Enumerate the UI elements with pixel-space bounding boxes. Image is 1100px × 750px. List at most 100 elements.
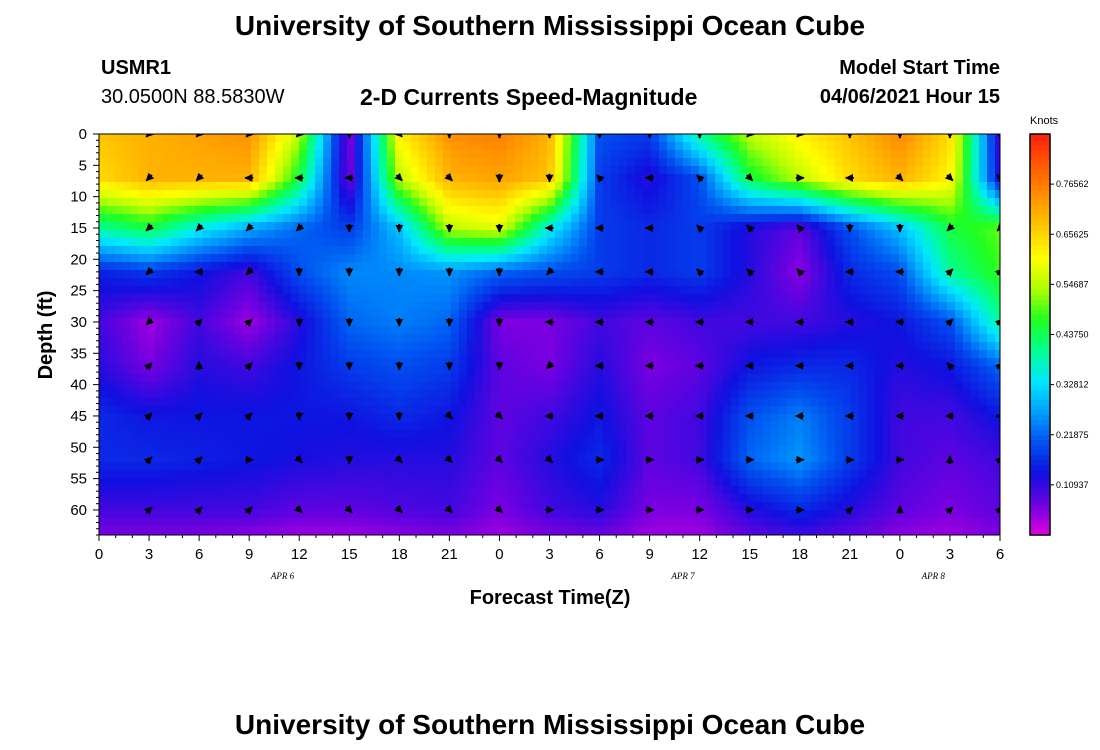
heatmap-cell — [211, 334, 220, 343]
heatmap-cell — [811, 406, 820, 415]
heatmap-cell — [123, 334, 132, 343]
heatmap-cell — [763, 246, 772, 255]
heatmap-cell — [763, 254, 772, 263]
heatmap-cell — [707, 150, 716, 159]
heatmap-cell — [219, 222, 228, 231]
heatmap-cell — [651, 246, 660, 255]
heatmap-cell — [283, 238, 292, 247]
heatmap-cell — [731, 398, 740, 407]
heatmap-cell — [187, 278, 196, 287]
heatmap-cell — [219, 246, 228, 255]
heatmap-cell — [531, 166, 540, 175]
heatmap-cell — [875, 246, 884, 255]
heatmap-cell — [803, 374, 812, 383]
heatmap-cell — [139, 174, 148, 183]
heatmap-cell — [755, 454, 764, 463]
heatmap-cell — [731, 262, 740, 271]
heatmap-cell — [227, 334, 236, 343]
heatmap-cell — [115, 414, 124, 423]
heatmap-cell — [539, 334, 548, 343]
heatmap-cell — [331, 238, 340, 247]
heatmap-cell — [411, 278, 420, 287]
heatmap-cell — [835, 318, 844, 327]
heatmap-cell — [123, 366, 132, 375]
heatmap-cell — [859, 158, 868, 167]
heatmap-cell — [707, 206, 716, 215]
heatmap-cell — [963, 406, 972, 415]
heatmap-cell — [971, 462, 980, 471]
heatmap-cell — [571, 246, 580, 255]
heatmap-cell — [587, 246, 596, 255]
heatmap-cell — [203, 430, 212, 439]
heatmap-cell — [427, 142, 436, 151]
heatmap-cell — [579, 478, 588, 487]
heatmap-cell — [371, 326, 380, 335]
heatmap-cell — [595, 206, 604, 215]
heatmap-cell — [499, 190, 508, 199]
heatmap-cell — [515, 270, 524, 279]
heatmap-cell — [867, 462, 876, 471]
heatmap-cell — [491, 366, 500, 375]
heatmap-cell — [667, 478, 676, 487]
heatmap-cell — [907, 286, 916, 295]
heatmap-cell — [827, 358, 836, 367]
heatmap-cell — [739, 422, 748, 431]
heatmap-cell — [859, 358, 868, 367]
heatmap-cell — [283, 318, 292, 327]
heatmap-cell — [251, 182, 260, 191]
heatmap-cell — [771, 262, 780, 271]
heatmap-cell — [211, 422, 220, 431]
heatmap-cell — [235, 446, 244, 455]
heatmap-cell — [931, 230, 940, 239]
heatmap-cell — [123, 414, 132, 423]
heatmap-cell — [875, 214, 884, 223]
heatmap-cell — [195, 190, 204, 199]
heatmap-cell — [843, 238, 852, 247]
heatmap-cell — [483, 246, 492, 255]
heatmap-cell — [771, 222, 780, 231]
heatmap-cell — [267, 318, 276, 327]
heatmap-cell — [611, 430, 620, 439]
heatmap-cell — [715, 150, 724, 159]
heatmap-cell — [779, 222, 788, 231]
heatmap-cell — [691, 382, 700, 391]
heatmap-cell — [603, 182, 612, 191]
heatmap-cell — [451, 158, 460, 167]
heatmap-cell — [755, 470, 764, 479]
heatmap-cell — [523, 334, 532, 343]
heatmap-cell — [315, 470, 324, 479]
heatmap-cell — [475, 182, 484, 191]
heatmap-cell — [411, 294, 420, 303]
heatmap-cell — [251, 478, 260, 487]
heatmap-cell — [435, 134, 444, 143]
heatmap-cell — [379, 374, 388, 383]
heatmap-cell — [851, 166, 860, 175]
heatmap-cell — [635, 158, 644, 167]
heatmap-cell — [667, 222, 676, 231]
heatmap-cell — [187, 358, 196, 367]
heatmap-cell — [915, 270, 924, 279]
heatmap-cell — [635, 214, 644, 223]
heatmap-cell — [195, 182, 204, 191]
heatmap-cell — [683, 446, 692, 455]
heatmap-cell — [163, 478, 172, 487]
heatmap-cell — [947, 238, 956, 247]
heatmap-cell — [507, 142, 516, 151]
heatmap-cell — [531, 446, 540, 455]
heatmap-cell — [403, 174, 412, 183]
heatmap-cell — [139, 134, 148, 143]
heatmap-cell — [595, 214, 604, 223]
heatmap-cell — [219, 366, 228, 375]
heatmap-cell — [907, 262, 916, 271]
heatmap-cell — [851, 294, 860, 303]
heatmap-cell — [403, 214, 412, 223]
heatmap-cell — [515, 150, 524, 159]
heatmap-cell — [379, 438, 388, 447]
heatmap-cell — [475, 294, 484, 303]
heatmap-cell — [171, 342, 180, 351]
heatmap-cell — [323, 326, 332, 335]
heatmap-cell — [411, 334, 420, 343]
heatmap-cell — [875, 358, 884, 367]
heatmap-cell — [195, 286, 204, 295]
heatmap-cell — [267, 390, 276, 399]
